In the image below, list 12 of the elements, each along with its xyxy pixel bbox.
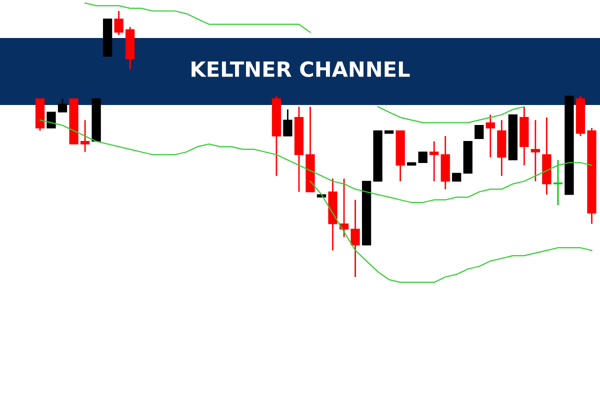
candlestick <box>486 114 495 158</box>
candlestick <box>474 125 484 140</box>
candlestick <box>80 119 90 153</box>
candlestick <box>430 140 439 182</box>
candlestick <box>418 152 428 163</box>
candlestick <box>350 199 360 278</box>
candlestick <box>283 108 292 137</box>
candlestick <box>58 98 68 113</box>
candlestick <box>46 111 56 129</box>
candlestick <box>530 119 540 182</box>
candlestick <box>114 10 124 36</box>
text: KELTNER CHANNEL <box>192 61 410 78</box>
